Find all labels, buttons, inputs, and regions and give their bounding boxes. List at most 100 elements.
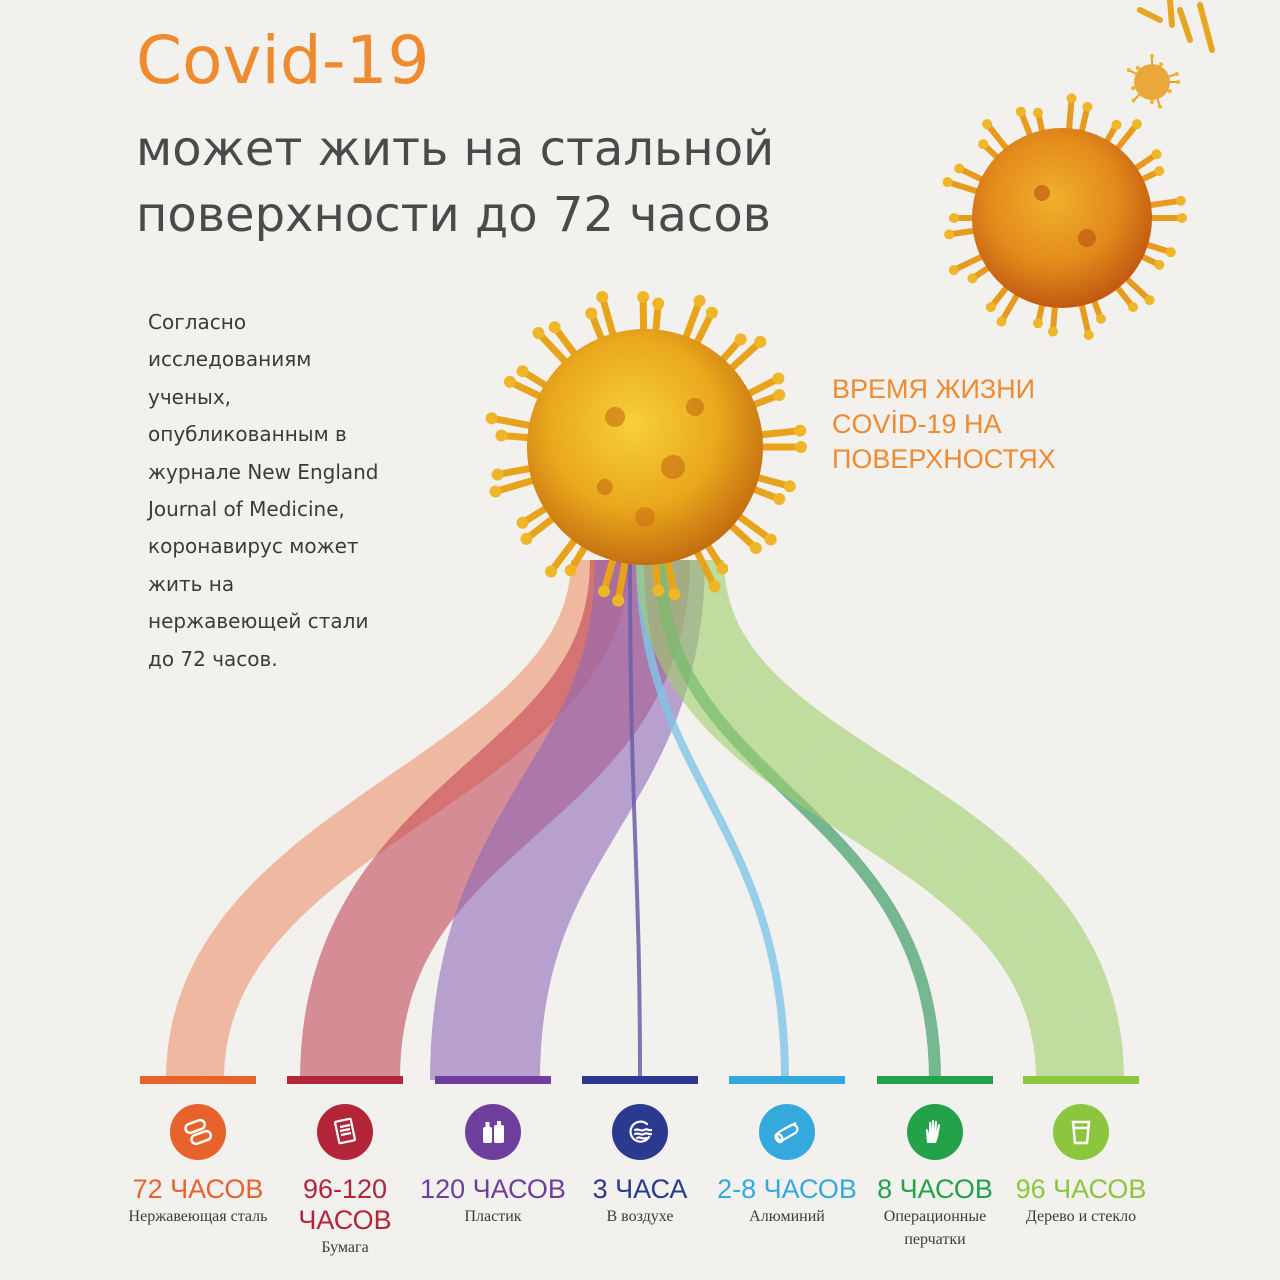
category-label: В воздухе (606, 1208, 674, 1225)
virus-spike-tip (1015, 106, 1026, 117)
intro-line: до 72 часов. (148, 646, 278, 671)
virus-spike-tip (795, 441, 807, 453)
lifetime-line: ПОВЕРХНОСТЯХ (832, 444, 1056, 474)
category-stainless-steel: 72 ЧАСОВ Нержавеющая сталь (123, 1068, 273, 1228)
virus-spike-tip (985, 302, 996, 313)
category-aluminium: 2-8 ЧАСОВ Алюминий (712, 1068, 862, 1228)
category-hours: 2-8 ЧАСОВ (717, 1174, 857, 1204)
virus-spike-tip (1128, 302, 1139, 313)
virus-spike-tip (1150, 100, 1154, 104)
virus-spike-tip (773, 388, 786, 401)
virus-spike-tip (1167, 89, 1172, 94)
virus-spike-tip (548, 321, 561, 334)
virus-spike-tip (1032, 318, 1043, 329)
virus-spike-tip (503, 375, 516, 388)
category-label: Пластик (464, 1208, 522, 1225)
subtitle-line: может жить на стальной (136, 121, 775, 177)
category-label: Дерево и стекло (1025, 1208, 1137, 1225)
virus-spike-tip (491, 468, 504, 481)
virus-spike-tip (967, 273, 978, 284)
page-subtitle: может жить на стальной поверхности до 72… (136, 116, 774, 248)
virus-spike-tip (1177, 213, 1187, 223)
virus-spike-tip (754, 335, 767, 348)
coronavirus-illustration-edge (1137, 0, 1215, 53)
intro-text: Согласно исследованиям ученых, опубликов… (148, 304, 388, 678)
virus-spike-tip (944, 229, 955, 240)
category-bar (582, 1076, 698, 1084)
virus-spike-tip (1144, 295, 1155, 306)
category-paper: 96-120 ЧАСОВ Бумага (270, 1068, 420, 1259)
intro-line: ученых, (148, 384, 232, 409)
virus-spike-tip (564, 564, 577, 577)
category-hours: 3 ЧАСА (592, 1174, 688, 1204)
virus-spike-tip (734, 333, 747, 346)
intro-line: опубликованным в (148, 422, 347, 447)
virus-spike-tip (1032, 107, 1043, 118)
lifetime-heading: ВРЕМЯ ЖИЗНИ COVİD-19 НА ПОВЕРХНОСТЯХ (832, 372, 1056, 477)
intro-line: жить на (148, 571, 235, 596)
virus-spike-tip (1175, 195, 1186, 206)
intro-line: коронавирус может (148, 534, 359, 559)
gloves-icon (907, 1104, 963, 1160)
lifetime-line: ВРЕМЯ ЖИЗНИ (832, 374, 1036, 404)
virus-spike-tip (982, 119, 993, 130)
virus-spike-tip (948, 265, 959, 276)
virus-spike-tip (949, 213, 959, 223)
virus-spike-tip (516, 516, 529, 529)
pills-icon (170, 1104, 226, 1160)
virus-spike-tip (1083, 329, 1094, 340)
virus-spike-tip (1176, 80, 1180, 84)
category-label: Алюминий (749, 1208, 825, 1225)
virus-spike-tip (597, 585, 610, 598)
virus-spike-tip (1095, 313, 1106, 324)
category-hours: 72 ЧАСОВ (132, 1174, 264, 1204)
virus-spike-tip (1066, 93, 1077, 104)
virus-spike-tip (1130, 86, 1135, 91)
virus-spike-tip (1154, 259, 1165, 270)
virus-spike-tip (708, 580, 721, 593)
subtitle-line: поверхности до 72 часов (136, 187, 771, 243)
aluminium-foil-icon (759, 1104, 815, 1160)
virus-spike-tip (516, 365, 529, 378)
virus-spike-tip (772, 372, 785, 385)
category-wood-glass: 96 ЧАСОВ Дерево и стекло (1006, 1068, 1156, 1228)
paper-icon (317, 1104, 373, 1160)
virus-spike-tip (652, 584, 665, 597)
category-label: Нержавеющая сталь (128, 1208, 268, 1225)
virus-spike-tip (1082, 101, 1093, 112)
virus-spike-tip (1151, 149, 1162, 160)
virus-spike-tip (544, 565, 557, 578)
category-label: Операционные перчатки (883, 1208, 987, 1248)
category-bar (435, 1076, 551, 1084)
category-bar (729, 1076, 845, 1084)
category-hours: 120 ЧАСОВ (420, 1174, 566, 1204)
flow-ribbon-wood-glass (636, 558, 1124, 1082)
flow-ribbon-air (628, 559, 642, 1081)
category-bar (1023, 1076, 1139, 1084)
virus-spike-tip (532, 327, 545, 340)
virus-spike-tip (495, 429, 508, 442)
virus-spike-tip (1174, 72, 1179, 77)
intro-line: исследованиям (148, 347, 312, 372)
virus-spike-tip (1047, 326, 1058, 337)
intro-line: Journal of Medicine, (148, 497, 345, 522)
virus-spike-tip (1150, 54, 1154, 58)
coronavirus-illustration (485, 290, 807, 607)
virus-spike-tip (652, 297, 665, 310)
virus-spike-tip (794, 424, 807, 437)
virus-spike-tip (1165, 247, 1176, 258)
virus-spike-tip (1131, 119, 1142, 130)
virus-spike-tip (1157, 104, 1162, 109)
category-label: Бумага (321, 1239, 369, 1256)
virus-spike-tip (783, 480, 796, 493)
category-bar (140, 1076, 256, 1084)
coronavirus-illustration-secondary (942, 93, 1187, 340)
page-title: Covid-19 (136, 22, 430, 99)
category-hours: 96-120 ЧАСОВ (298, 1174, 392, 1235)
air-icon (612, 1104, 668, 1160)
virus-spike-tip (637, 291, 650, 304)
virus-spike-tip (954, 163, 965, 174)
virus-spike-tip (1159, 62, 1164, 67)
virus-spike-tip (520, 532, 533, 545)
intro-line: нержавеющей стали (148, 609, 369, 634)
